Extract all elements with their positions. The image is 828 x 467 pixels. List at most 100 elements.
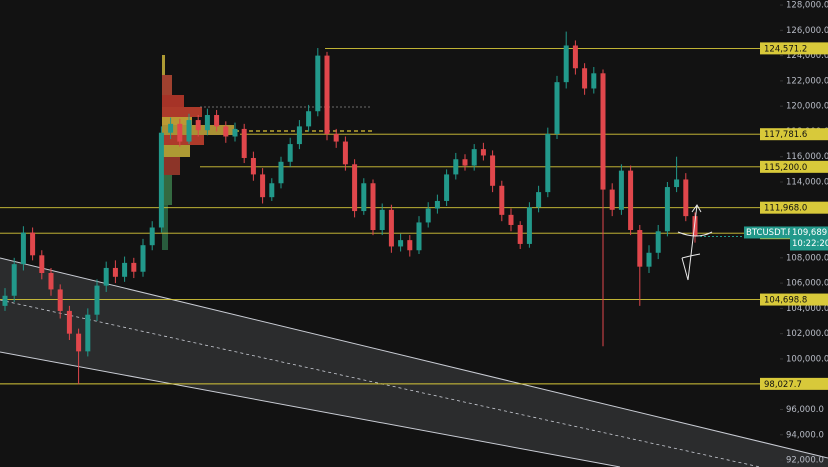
candle-body [490,155,496,186]
candle-body [269,183,275,198]
candle-body [30,232,36,256]
profile-bar [162,75,172,95]
candle-body [572,45,578,69]
projection-arrow [677,204,713,281]
candle-body [388,209,394,247]
level-label-box [760,128,828,141]
profile-bar [162,95,184,107]
candle-body [600,73,606,190]
candle-body [563,45,569,83]
candle-body [545,133,551,193]
candle-body [112,267,118,277]
candle-body [158,132,164,228]
candle-body [103,267,109,286]
candle-body [664,187,670,232]
symbol-label: BTCUSDT.P [746,228,793,238]
level-label: 104,698.8 [764,296,807,306]
last-price-box [790,226,828,251]
candle-body [214,115,220,127]
profile-bar [162,157,180,175]
candle-body [407,240,413,251]
y-tick-label: 108,000.0 [786,253,828,263]
y-tick-label: 114,000.0 [786,177,828,187]
last-price-label: 109,689.7 [792,228,828,238]
candle-body [618,170,624,210]
candle-body [425,208,431,223]
level-label-box [760,201,828,214]
candle-body [195,120,201,131]
profile-bar [162,107,202,117]
y-tick-label: 92,000.0 [786,456,824,466]
y-tick-label: 126,000.0 [786,26,828,36]
y-tick-label: 106,000.0 [786,279,828,289]
y-tick-label: 102,000.0 [786,329,828,339]
candle-body [186,120,192,142]
candle-body [57,289,63,311]
candle-body [39,255,45,273]
candle-body [131,262,137,272]
candle-body [223,126,229,137]
candle-body [361,183,367,212]
candle-body [499,185,505,215]
channel-fill [0,258,828,467]
candle-body [149,227,155,246]
y-tick-label: 100,000.0 [786,354,828,364]
y-tick-label: 104,000.0 [786,304,828,314]
profile-bar [162,145,190,157]
y-tick-label: 94,000.0 [786,430,824,440]
candle-body [536,192,542,208]
y-tick-label: 116,000.0 [786,152,828,162]
candle-body [462,159,468,166]
level-label: 98,027.7 [764,380,802,390]
profile-bar [162,175,172,205]
candle-body [140,245,146,272]
candle-body [333,133,339,142]
level-label: 111,968.0 [764,204,807,214]
candle-body [315,55,321,112]
candle-body [306,111,312,127]
level-label: 115,200.0 [764,163,807,173]
candle-body [48,272,54,290]
level-label-box [760,160,828,173]
channel-mid [0,299,761,467]
candle-body [66,310,72,334]
candle-body [508,214,514,225]
symbol-box [744,226,790,239]
level-labels: 124,571.2 117,781.6 115,200.0 111,968.0 109,… [700,42,828,390]
candle-body [250,157,256,175]
candle-body [241,128,247,158]
candle-body [692,216,698,237]
candle-body [453,159,459,175]
y-tick-label: 122,000.0 [786,76,828,86]
candle-body [278,161,284,184]
channel-top [0,257,828,459]
candle-body [232,128,238,137]
candle-body [416,222,422,251]
candle-body [168,123,174,133]
candle-body [352,164,358,212]
y-tick-label: 124,000.0 [786,51,828,61]
candle-body [637,230,643,267]
candle-body [287,144,293,162]
y-tick-label: 120,000.0 [786,102,828,112]
level-label: 124,571.2 [764,44,807,54]
candle-body [11,264,17,296]
candle-body [444,174,450,201]
candle-body [260,174,266,198]
candle-body [655,231,661,253]
channel-bottom [0,351,621,467]
candle-body [628,170,634,231]
profile-bar [162,135,204,145]
y-tick-label: 128,000.0 [786,1,828,11]
candle-body [2,295,8,306]
candle-body [609,189,615,210]
candle-body [646,252,652,267]
candle-body [434,200,440,209]
candle-body [94,285,100,315]
candle-body [674,179,680,188]
candle-body [517,224,523,244]
candle-body [204,115,210,131]
candle-body [76,333,82,352]
countdown-label: 10:22:20 [792,239,828,249]
